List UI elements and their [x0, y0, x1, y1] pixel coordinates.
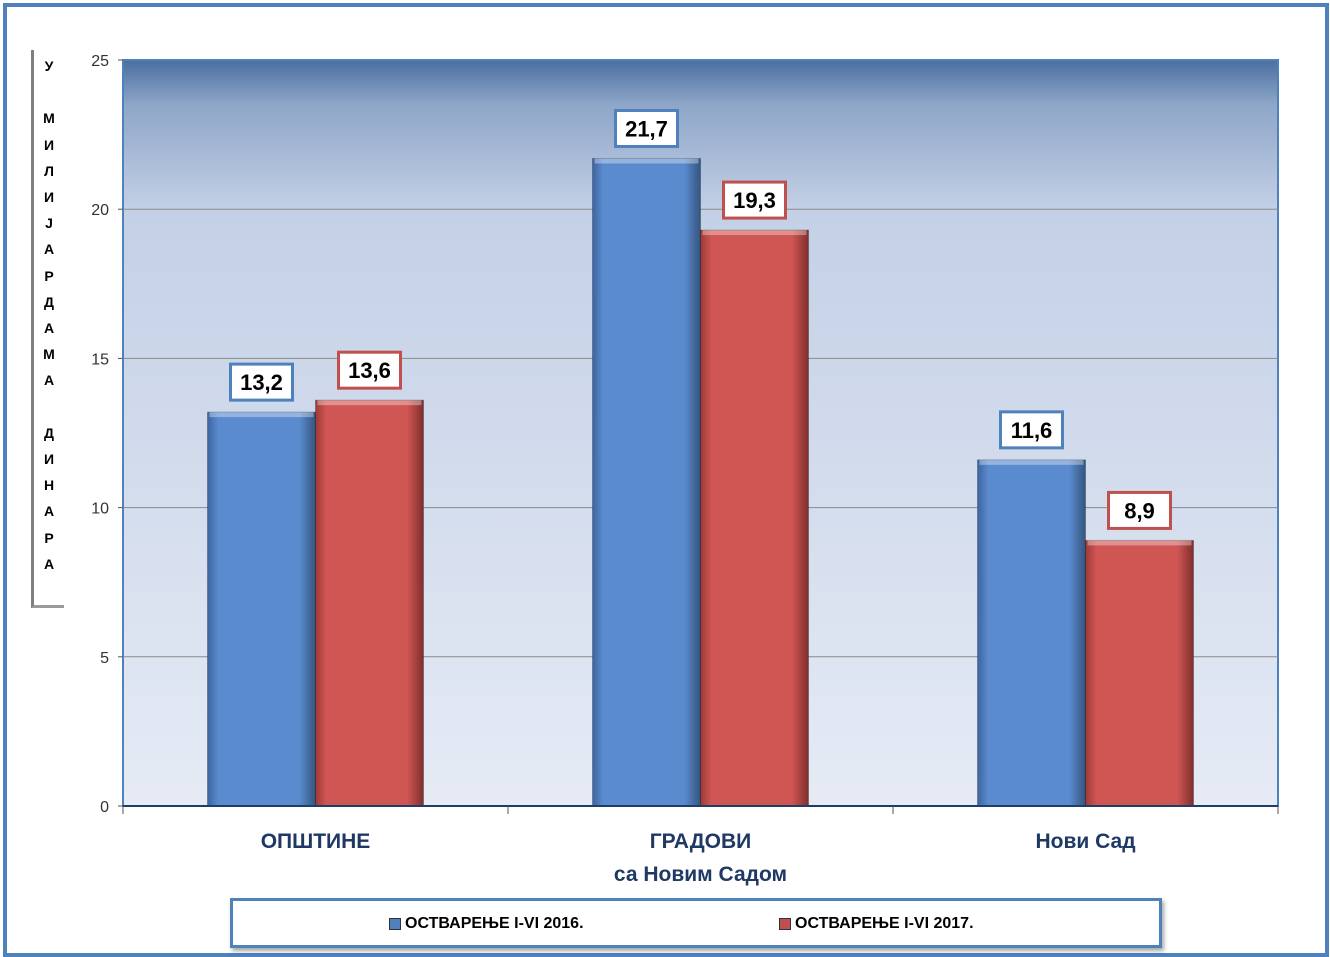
data-label-box [1107, 490, 1172, 530]
bar-top-highlight [979, 459, 1084, 465]
data-label: 13,6 [348, 358, 391, 383]
data-label-box [229, 362, 294, 402]
bar-top-highlight [209, 412, 314, 418]
y-axis-label-char: А [43, 372, 55, 389]
y-tick-label: 20 [91, 202, 109, 219]
data-label: 11,6 [1011, 418, 1053, 443]
data-label-box [999, 410, 1064, 450]
data-label-box [722, 180, 787, 220]
bar-top-highlight [702, 230, 807, 236]
y-tick-label: 15 [91, 351, 109, 368]
y-axis-label-char: Л [44, 162, 54, 179]
data-label: 19,3 [733, 188, 776, 213]
data-label: 8,9 [1124, 498, 1155, 523]
x-category-label: са Новим Садом [614, 863, 787, 886]
y-axis-label-char: А [43, 241, 55, 258]
y-axis-label-char: И [43, 136, 55, 153]
bar-2-0 [977, 459, 1086, 807]
legend-swatch-2016 [389, 918, 401, 930]
y-axis-label-char: И [43, 189, 55, 205]
y-axis-label-char: А [43, 320, 55, 336]
y-axis-label-char: М [43, 110, 55, 127]
bar-0-1 [315, 399, 424, 807]
y-axis-label-char: Н [43, 477, 55, 494]
y-axis-label-char: А [43, 503, 55, 520]
y-axis-label-char: У [44, 58, 54, 74]
bar-top-highlight [594, 158, 699, 164]
legend-label-2017: ОСТВАРЕЊЕ I-VI 2017. [795, 915, 974, 932]
y-axis-label-char: И [43, 451, 55, 467]
bar-top-highlight [317, 400, 422, 406]
legend-swatch-2017 [779, 918, 791, 930]
bar-1-0 [592, 157, 701, 807]
bar-1-1 [700, 229, 809, 807]
y-axis-label-char: М [43, 346, 55, 363]
legend-item-2017: ОСТВАРЕЊЕ I-VI 2017. [779, 915, 974, 933]
data-label-box [337, 350, 402, 390]
data-label: 21,7 [625, 116, 668, 141]
y-axis-label-char: Д [44, 424, 54, 441]
legend-label-2016: ОСТВАРЕЊЕ I-VI 2016. [405, 915, 584, 932]
y-tick-label: 25 [91, 53, 109, 70]
data-label-box [614, 108, 679, 148]
y-tick-label: 0 [100, 799, 109, 816]
y-tick-label: 5 [100, 650, 109, 667]
data-label: 13,2 [240, 370, 283, 395]
y-tick-label: 10 [91, 501, 109, 518]
y-axis-label-char: Р [44, 267, 54, 284]
legend-item-2016: ОСТВАРЕЊЕ I-VI 2016. [389, 915, 584, 933]
y-axis-label-char: Ј [45, 215, 53, 232]
x-category-label: ГРАДОВИ [650, 830, 752, 853]
y-axis-label-char: Р [44, 529, 54, 546]
bar-0-0 [207, 411, 316, 807]
legend: ОСТВАРЕЊЕ I-VI 2016. ОСТВАРЕЊЕ I-VI 2017… [230, 898, 1162, 948]
y-axis-label-char: Д [44, 293, 54, 310]
x-category-label: ОПШТИНЕ [261, 830, 371, 853]
bar-top-highlight [1087, 540, 1192, 546]
bar-2-1 [1085, 539, 1194, 807]
y-axis-label-char: А [43, 555, 55, 572]
x-category-label: Нови Сад [1035, 830, 1135, 853]
